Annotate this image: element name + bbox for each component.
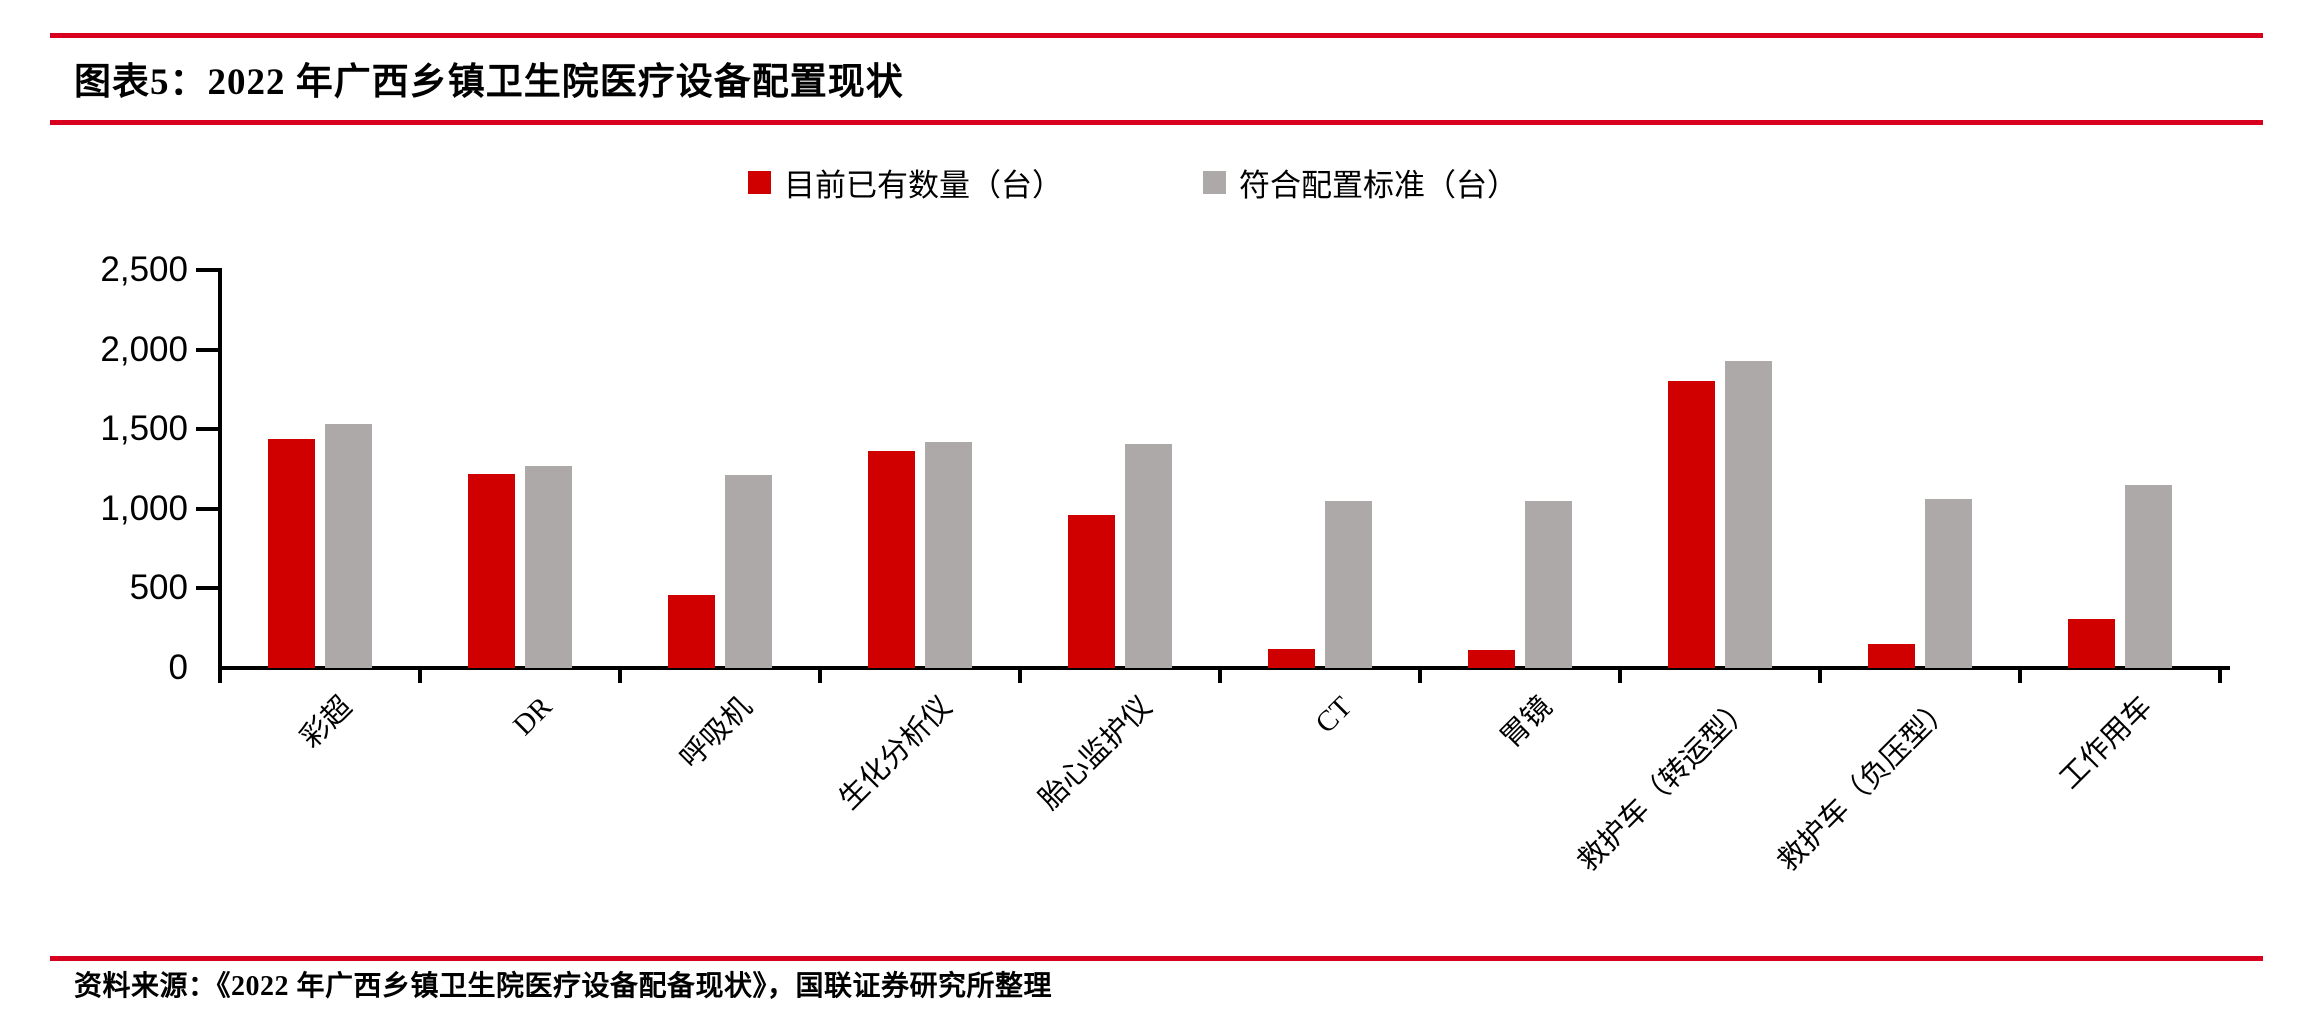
bar-standard-1 xyxy=(525,465,572,668)
legend-swatch-current-icon xyxy=(748,171,771,194)
x-category-label: CT xyxy=(1309,690,1359,740)
legend-label-current: 目前已有数量（台） xyxy=(784,168,1063,203)
title-rule xyxy=(50,120,2263,125)
bar-standard-3 xyxy=(925,441,972,668)
bar-current-0 xyxy=(268,438,315,668)
x-axis-tick xyxy=(818,668,822,683)
y-axis-tick xyxy=(196,506,218,511)
bar-standard-2 xyxy=(725,475,772,668)
bar-standard-0 xyxy=(325,424,372,668)
x-axis-tick xyxy=(218,668,222,683)
y-axis-line xyxy=(218,268,222,670)
bar-standard-6 xyxy=(1525,500,1572,668)
bar-current-8 xyxy=(1868,644,1915,668)
x-axis-tick xyxy=(2218,668,2222,683)
bottom-rule xyxy=(50,956,2263,961)
x-axis-tick xyxy=(2018,668,2022,683)
y-axis-tick-label: 2,500 xyxy=(100,250,188,289)
legend: 目前已有数量（台） 符合配置标准（台） xyxy=(748,160,1518,205)
bar-standard-9 xyxy=(2125,484,2172,668)
y-axis-tick xyxy=(196,427,218,432)
top-rule xyxy=(50,33,2263,38)
bar-current-9 xyxy=(2068,618,2115,668)
x-axis-tick xyxy=(418,668,422,683)
x-category-label: 工作用车 xyxy=(2053,690,2159,796)
bar-current-6 xyxy=(1468,650,1515,668)
bar-current-7 xyxy=(1668,381,1715,668)
bar-standard-7 xyxy=(1725,360,1772,668)
legend-swatch-standard-icon xyxy=(1203,171,1226,194)
y-axis-tick xyxy=(196,347,218,352)
bar-standard-5 xyxy=(1325,500,1372,668)
y-axis-tick xyxy=(196,586,218,591)
x-category-label: 救护车（转运型） xyxy=(1571,690,1759,878)
x-axis-tick xyxy=(1818,668,1822,683)
legend-item-current: 目前已有数量（台） xyxy=(748,160,1063,205)
x-category-label: 救护车（负压型） xyxy=(1771,690,1959,878)
y-axis-tick-label: 1,000 xyxy=(100,488,188,528)
y-axis-tick-label: 1,500 xyxy=(100,409,188,449)
x-axis-tick xyxy=(1218,668,1222,683)
y-axis-tick-label: 2,000 xyxy=(100,329,188,369)
x-axis-tick xyxy=(1618,668,1622,683)
y-axis-tick xyxy=(196,268,218,272)
bar-current-5 xyxy=(1268,648,1315,668)
source-note: 资料来源：《2022 年广西乡镇卫生院医疗设备配备现状》，国联证券研究所整理 xyxy=(74,971,1053,1002)
y-axis-tick-label: 0 xyxy=(168,648,188,687)
legend-item-standard: 符合配置标准（台） xyxy=(1203,160,1518,205)
bar-standard-4 xyxy=(1125,443,1172,668)
bar-standard-8 xyxy=(1925,499,1972,668)
bar-current-4 xyxy=(1068,515,1115,668)
bar-current-2 xyxy=(668,594,715,668)
x-axis-tick xyxy=(1018,668,1022,683)
chart-title: 图表5：2022 年广西乡镇卫生院医疗设备配置现状 xyxy=(74,62,904,103)
x-axis-tick xyxy=(618,668,622,683)
x-category-label: 胃镜 xyxy=(1494,690,1559,755)
bar-current-1 xyxy=(468,473,515,668)
bar-current-3 xyxy=(868,451,915,668)
y-axis-tick-label: 500 xyxy=(129,568,188,608)
legend-label-standard: 符合配置标准（台） xyxy=(1239,168,1518,203)
x-axis-line xyxy=(218,666,2230,670)
x-axis-tick xyxy=(1418,668,1422,683)
